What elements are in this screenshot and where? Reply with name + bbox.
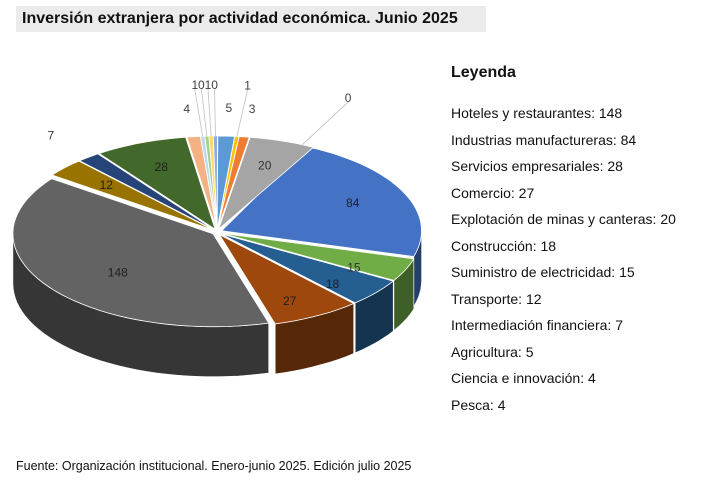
pie-leader-lines — [194, 88, 349, 145]
pie-slice — [218, 233, 355, 325]
legend-item: Pesca: 4 — [451, 396, 506, 413]
legend-item: Agricultura: 5 — [451, 343, 534, 360]
legend-item: Explotación de minas y canteras: 20 — [451, 211, 676, 227]
data-label: 7 — [48, 129, 55, 143]
legend-items: Hoteles y restaurantes: 148 Industrias ma… — [451, 104, 716, 422]
legend-item: Intermediación financiera: 7 — [451, 317, 623, 333]
source-note: Fuente: Organización institucional. Ener… — [16, 459, 412, 473]
data-label: 5 — [226, 101, 233, 115]
leader-line — [194, 89, 203, 137]
pie-tops — [12, 135, 422, 328]
legend-title: Leyenda — [451, 64, 516, 81]
legend-item: Industrias manufactureras: 84 — [451, 131, 637, 148]
data-label: 27 — [283, 294, 297, 308]
pie-slice — [51, 160, 214, 231]
legend-item: Servicios empresariales: 28 — [451, 158, 623, 174]
chart-title: Inversión extranjera por actividad econó… — [22, 10, 458, 27]
legend-item: Hoteles y restaurantes: 148 — [451, 105, 623, 121]
pie-slice — [78, 153, 215, 231]
data-label: 18 — [326, 277, 340, 291]
leader-line — [201, 88, 208, 137]
pie-slice — [12, 178, 270, 328]
legend-item: Transporte: 12 — [451, 290, 542, 307]
leader-line — [207, 88, 212, 137]
pie-slice — [217, 136, 250, 230]
legend-item: Comercio: 27 — [451, 184, 535, 201]
data-label: 0 — [211, 78, 218, 92]
pie-slice — [98, 136, 216, 231]
legend-item: Suministro de electricidad: 15 — [451, 264, 635, 280]
data-label: 12 — [100, 178, 114, 192]
data-label: 15 — [347, 261, 361, 275]
data-label: 3 — [249, 102, 256, 116]
data-label: 148 — [108, 266, 128, 280]
data-label: 20 — [258, 159, 272, 173]
data-label: 1 — [244, 79, 251, 93]
legend: Leyenda Hoteles y restaurantes: 148 Indus… — [451, 64, 716, 422]
pie-slice — [221, 232, 415, 281]
data-label: 28 — [155, 160, 169, 174]
pie-slice — [220, 233, 395, 304]
data-label: 0 — [198, 78, 205, 92]
leader-line — [236, 89, 248, 137]
data-label: 84 — [346, 196, 360, 210]
pie-slice — [217, 136, 315, 231]
leader-line — [302, 101, 349, 145]
legend-item: Construcción: 18 — [451, 237, 557, 254]
pie-slice — [220, 146, 422, 257]
legend-item: Ciencia e innovación: 4 — [451, 370, 596, 386]
data-label: 4 — [183, 102, 190, 116]
leader-line — [214, 88, 216, 137]
title-box: Inversión extranjera por actividad econó… — [16, 6, 486, 32]
data-label: 1 — [191, 78, 198, 92]
data-label: 1 — [205, 78, 212, 92]
data-label: 0 — [345, 91, 352, 105]
